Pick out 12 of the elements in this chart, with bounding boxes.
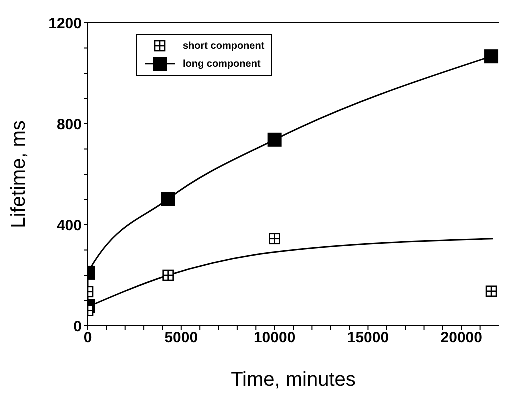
x-axis-title: Time, minutes bbox=[231, 369, 356, 391]
legend-label: long component bbox=[183, 58, 261, 70]
x-tick-label: 5000 bbox=[164, 330, 198, 347]
y-tick-label: 400 bbox=[56, 217, 82, 234]
x-tick-label: 15000 bbox=[347, 330, 390, 347]
y-axis-title: Lifetime, ms bbox=[8, 120, 30, 228]
y-tick-label: 800 bbox=[56, 116, 82, 134]
x-tick-label: 10000 bbox=[254, 330, 296, 347]
legend-label: short component bbox=[183, 40, 265, 52]
y-tick-label: 1200 bbox=[48, 15, 82, 32]
y-tick-label: 0 bbox=[74, 318, 82, 336]
x-tick-label: 20000 bbox=[440, 330, 482, 347]
